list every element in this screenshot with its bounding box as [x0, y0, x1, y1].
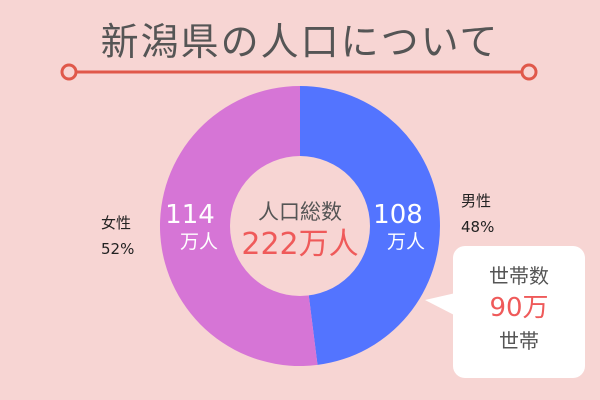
male-legend-percent: 48%	[461, 218, 495, 236]
female-legend: 女性 52%	[101, 210, 134, 262]
page-title: 新潟県の人口について	[100, 20, 500, 64]
male-legend: 男性 48%	[461, 188, 494, 240]
female-value: 114	[165, 200, 215, 230]
households-value: 90万	[489, 293, 549, 323]
male-unit: 万人	[386, 231, 425, 253]
donut-hole	[230, 156, 370, 296]
female-value-label: 114 万人	[160, 200, 220, 254]
total-value: 222万人	[241, 227, 359, 262]
male-value: 108	[373, 200, 423, 230]
total-label: 人口総数	[258, 200, 342, 224]
households-label: 世帯数	[489, 264, 549, 288]
households-unit: 世帯	[499, 329, 539, 353]
callout-tail	[425, 292, 460, 318]
female-unit: 万人	[179, 231, 218, 253]
female-legend-label: 女性	[101, 214, 132, 232]
households-callout: 世帯数 90万 世帯	[453, 246, 585, 378]
female-legend-percent: 52%	[101, 240, 135, 258]
male-legend-label: 男性	[461, 192, 492, 210]
center-total: 人口総数 222万人	[226, 198, 374, 264]
male-value-label: 108 万人	[368, 200, 428, 254]
